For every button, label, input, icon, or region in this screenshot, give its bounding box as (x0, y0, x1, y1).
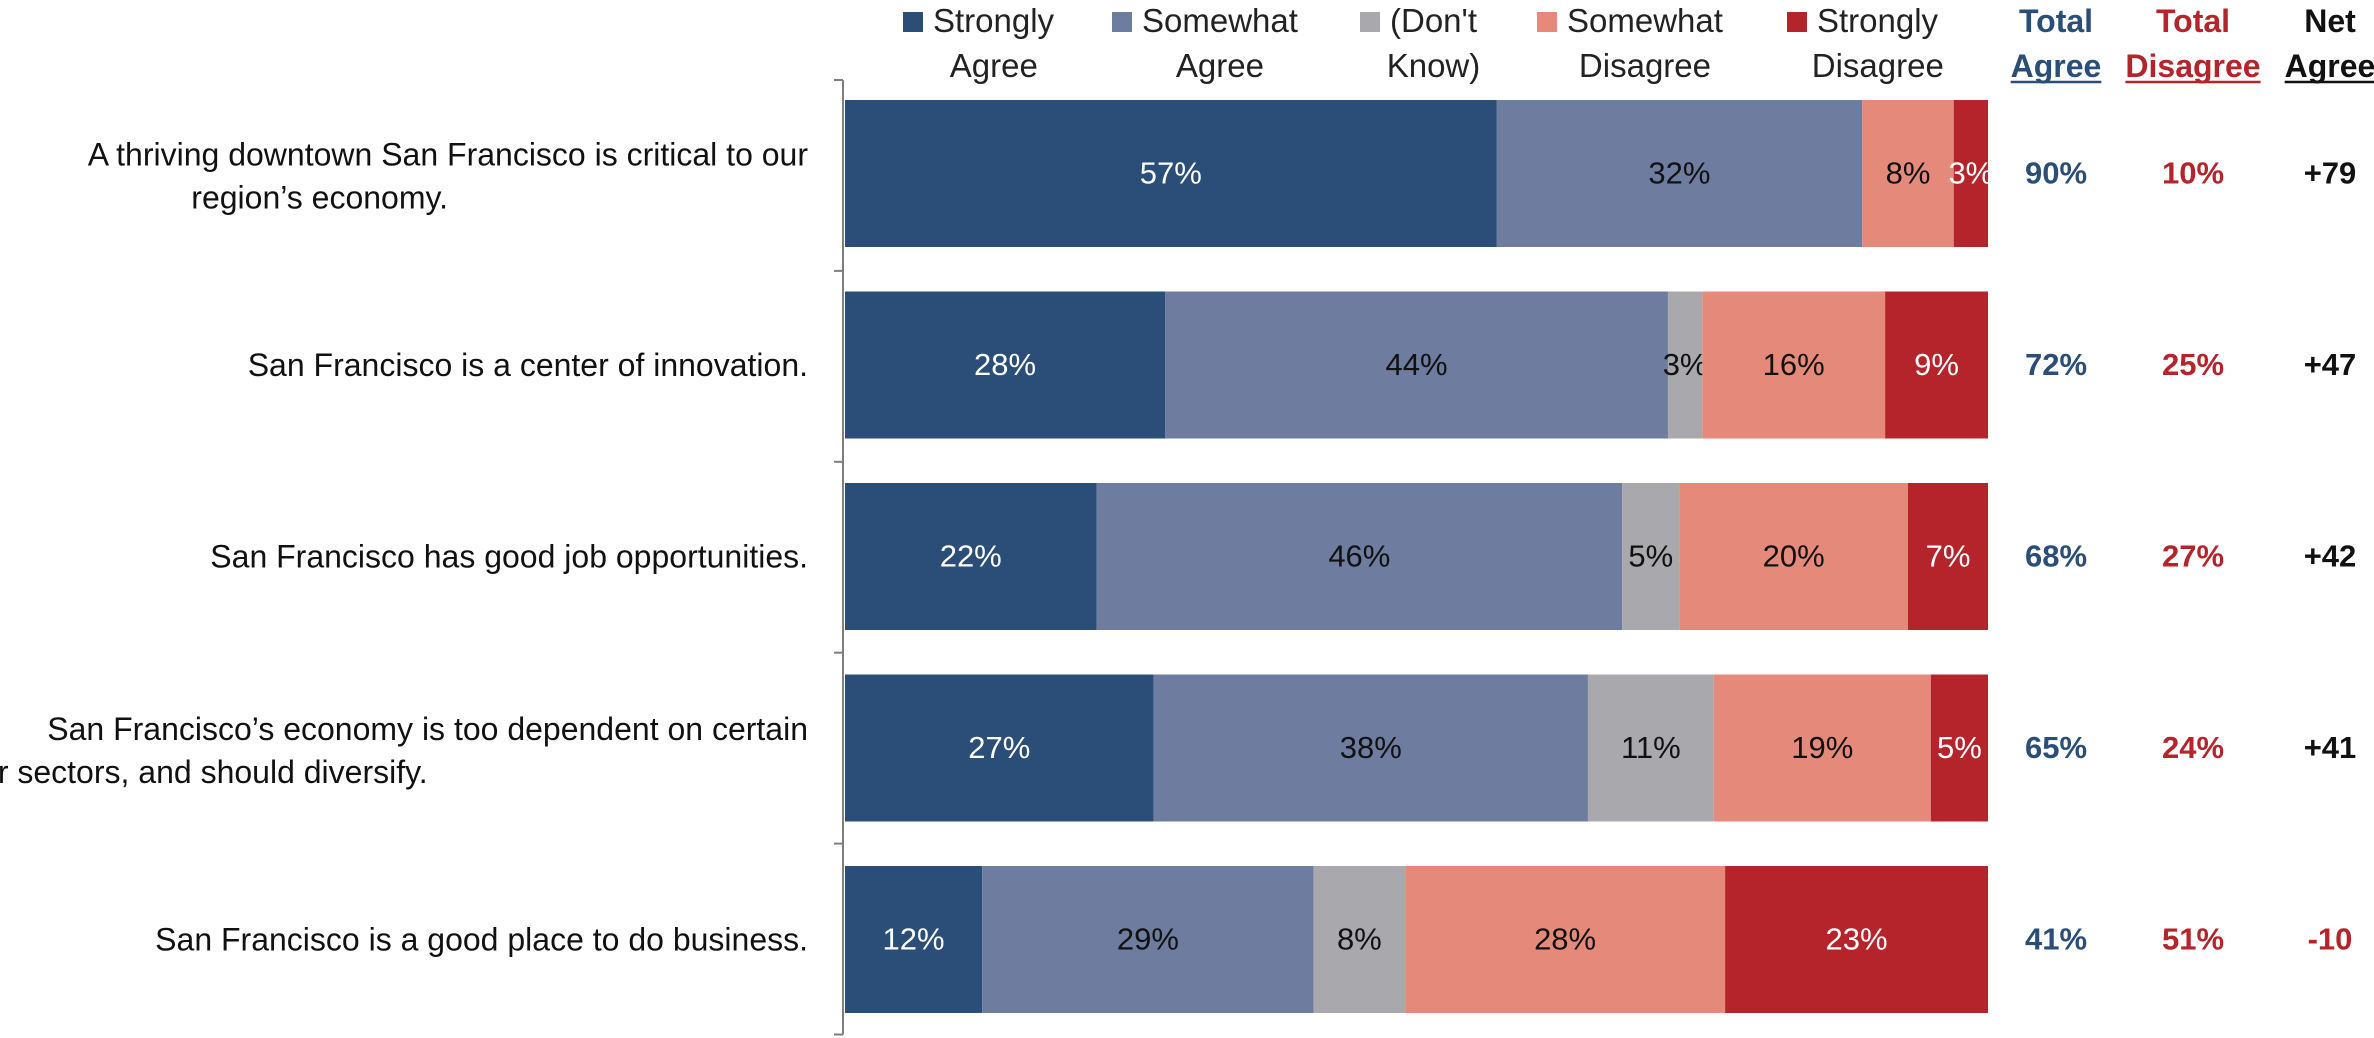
bar-segment (1622, 483, 1680, 630)
bar-segment (845, 100, 1497, 247)
summary-value: 90% (2025, 156, 2087, 191)
legend-label-line2: Disagree (1812, 47, 1944, 84)
bar-value-label: 28% (1534, 922, 1596, 957)
bar-segment (1313, 866, 1406, 1013)
summary-header-line2: Agree (2011, 48, 2102, 84)
legend-label-line1: (Don't (1390, 2, 1477, 39)
bar-value-label: 22% (940, 539, 1002, 574)
summary-value: 65% (2025, 730, 2087, 765)
bar-segment (845, 674, 1154, 822)
summary-value: +42 (2304, 539, 2357, 574)
summary-value: 27% (2162, 539, 2224, 574)
bar-value-label: 38% (1340, 730, 1402, 765)
bar-value-label: 5% (1628, 539, 1673, 574)
legend-swatch (1360, 12, 1380, 32)
bar-value-label: 12% (883, 922, 945, 957)
bar-segment (1953, 100, 1988, 247)
category-label: San Francisco is a center of innovation. (248, 347, 808, 383)
bar-value-label: 11% (1621, 730, 1681, 765)
bar-segment (845, 866, 983, 1013)
summary-value: +47 (2304, 347, 2357, 382)
summary-header-line1: Total (2019, 3, 2093, 39)
legend-label-line2: Agree (1176, 47, 1264, 84)
summary-value: +41 (2304, 730, 2357, 765)
bar-segment (1096, 483, 1623, 630)
bar-value-label: 27% (968, 730, 1030, 765)
bar-segment (1587, 674, 1714, 822)
summary-header-line2: Agree (2285, 48, 2374, 84)
bar-segment (1667, 291, 1703, 439)
summary-column-headers: Total Agree Total Disagree Net Agree (2010, 3, 2374, 84)
bar-value-label: 16% (1763, 347, 1825, 382)
legend-label-line1: Somewhat (1567, 2, 1723, 39)
category-label: San Francisco is a good place to do busi… (155, 922, 808, 958)
summary-header-line1: Net (2304, 3, 2356, 39)
bar-value-label: 8% (1337, 922, 1382, 957)
category-axis (834, 79, 844, 1036)
bar-segment (1930, 674, 1988, 822)
legend: Strongly Agree Somewhat Agree (Don't Know) Som… (903, 2, 1944, 84)
bar-segment (1725, 866, 1988, 1013)
bar-segment (1405, 866, 1726, 1013)
bar-value-label: 8% (1886, 156, 1931, 191)
bar-value-label: 19% (1791, 730, 1853, 765)
bar-value-label: 20% (1763, 539, 1825, 574)
bar-segment (1907, 483, 1988, 630)
bar-segment (1862, 100, 1954, 247)
bar-segment (1496, 100, 1863, 247)
summary-value: 10% (2162, 156, 2224, 191)
summary-value: 72% (2025, 347, 2087, 382)
bar-segment (1165, 291, 1668, 439)
legend-label-line2: Agree (950, 47, 1038, 84)
category-label-line2: industries or sectors, and should divers… (0, 754, 428, 790)
bar-segment (1713, 674, 1931, 822)
legend-swatch (1537, 12, 1557, 32)
bar-value-label: 44% (1385, 347, 1447, 382)
summary-value: 41% (2025, 922, 2087, 957)
legend-label-line1: Strongly (933, 2, 1055, 39)
legend-label-line2: Disagree (1579, 47, 1711, 84)
category-label-line2: region’s economy. (191, 180, 448, 216)
legend-label-line1: Strongly (1817, 2, 1939, 39)
summary-value: 68% (2025, 539, 2087, 574)
bar-value-label: 5% (1937, 730, 1982, 765)
bar-segment (1885, 291, 1988, 439)
summary-header-line2: Disagree (2125, 48, 2260, 84)
category-labels: A thriving downtown San Francisco is cri… (0, 137, 808, 958)
bar-value-label: 3% (1663, 347, 1708, 382)
bar-segment (982, 866, 1314, 1013)
summary-value: 25% (2162, 347, 2224, 382)
legend-swatch (1787, 12, 1807, 32)
category-label-line1: A thriving downtown San Francisco is cri… (88, 137, 809, 173)
category-label: San Francisco has good job opportunities… (210, 539, 808, 575)
legend-label-line1: Somewhat (1142, 2, 1298, 39)
bar-segment (1679, 483, 1908, 630)
summary-header-line1: Total (2156, 3, 2230, 39)
bar-value-label: 23% (1826, 922, 1888, 957)
legend-label-line2: Know) (1387, 47, 1481, 84)
bar-segment (1702, 291, 1886, 439)
summary-value: 24% (2162, 730, 2224, 765)
summary-value: +79 (2304, 156, 2357, 191)
bar-value-label: 9% (1914, 347, 1959, 382)
bar-segment (845, 483, 1097, 630)
bar-value-label: 3% (1948, 156, 1993, 191)
legend-swatch (1112, 12, 1132, 32)
summary-values: 90% 10% +79 72% 25% +47 68% 27% +42 65% 24% +41 41% 5… (2025, 156, 2356, 957)
summary-value: -10 (2308, 922, 2353, 957)
bar-value-label: 32% (1648, 156, 1710, 191)
bar-segment (1153, 674, 1588, 822)
bar-value-label: 57% (1140, 156, 1202, 191)
bar-segment (845, 291, 1166, 439)
bar-value-label: 28% (974, 347, 1036, 382)
bar-value-label: 29% (1117, 922, 1179, 957)
summary-value: 51% (2162, 922, 2224, 957)
category-label-line1: San Francisco’s economy is too dependent… (47, 711, 808, 747)
bar-value-label: 7% (1926, 539, 1971, 574)
bars: 57% 32% 8% 3% 28% 44% 3% 16% 9% 22% 46% 5% 20% 7% 27% 3… (845, 100, 1993, 1013)
bar-value-label: 46% (1328, 539, 1390, 574)
legend-swatch (903, 12, 923, 32)
